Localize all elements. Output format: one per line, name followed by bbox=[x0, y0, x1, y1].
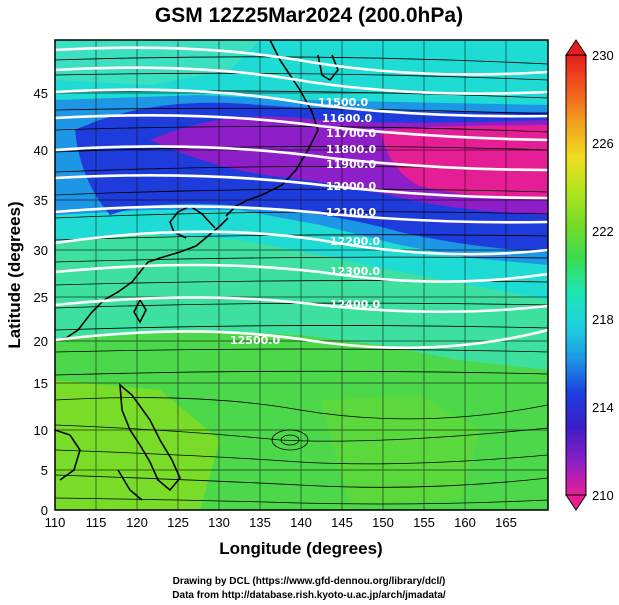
x-tick-label: 115 bbox=[86, 515, 107, 530]
x-tick-label: 110 bbox=[45, 515, 66, 530]
contour-label: 12100.0 bbox=[326, 206, 376, 219]
contour-label: 12000.0 bbox=[326, 180, 376, 193]
colorbar-tick-label: 210 bbox=[592, 488, 614, 503]
y-tick-label: 40 bbox=[34, 143, 48, 158]
colorbar-top-arrow bbox=[565, 39, 587, 56]
colorbar-tick-label: 214 bbox=[592, 400, 614, 415]
contour-line bbox=[55, 66, 548, 95]
colorbar-tick-label: 222 bbox=[592, 224, 614, 239]
contour-label: 12400.0 bbox=[330, 298, 380, 311]
x-tick-label: 125 bbox=[167, 515, 189, 530]
contour-label: 11900.0 bbox=[326, 158, 376, 171]
contour-line bbox=[55, 296, 548, 314]
temperature-field bbox=[55, 40, 548, 510]
plot-frame bbox=[54, 39, 549, 511]
chart-title: GSM 12Z25Mar2024 (200.0hPa) bbox=[155, 4, 463, 27]
colorbar-bar bbox=[565, 54, 587, 496]
colorbar-tick-label: 230 bbox=[592, 48, 614, 63]
x-axis: 110 115 120 125 130 135 140 145 150 155 … bbox=[45, 515, 517, 530]
contour-line bbox=[55, 328, 548, 350]
contour-line bbox=[55, 174, 548, 200]
grid-lines bbox=[55, 40, 548, 510]
contour-line bbox=[55, 114, 548, 142]
x-axis-label: Longitude (degrees) bbox=[219, 539, 382, 558]
height-contours bbox=[55, 46, 548, 350]
contour-label: 12300.0 bbox=[330, 265, 380, 278]
contour-line bbox=[55, 263, 548, 283]
x-tick-label: 120 bbox=[126, 515, 148, 530]
contour-label: 11800.0 bbox=[326, 143, 376, 156]
contour-label: 12200.0 bbox=[330, 235, 380, 248]
x-tick-label: 150 bbox=[372, 515, 394, 530]
credit-line-2: Data from http://database.rish.kyoto-u.a… bbox=[172, 590, 446, 601]
contour-label: 11500.0 bbox=[318, 96, 368, 109]
y-tick-label: 0 bbox=[41, 503, 48, 518]
contour-line bbox=[55, 88, 548, 118]
contour-labels: 11500.0 11600.0 11700.0 11800.0 11900.0 … bbox=[230, 96, 380, 347]
colorbar-tick-label: 226 bbox=[592, 136, 614, 151]
contour-label: 11600.0 bbox=[322, 112, 372, 125]
contour-label: 11700.0 bbox=[326, 127, 376, 140]
y-tick-label: 10 bbox=[34, 423, 48, 438]
x-tick-label: 160 bbox=[454, 515, 476, 530]
y-axis-label: Latitude (degrees) bbox=[5, 201, 24, 348]
x-tick-label: 130 bbox=[208, 515, 230, 530]
x-tick-label: 135 bbox=[249, 515, 271, 530]
contour-line bbox=[55, 145, 548, 172]
y-tick-label: 15 bbox=[34, 376, 48, 391]
x-tick-label: 165 bbox=[495, 515, 517, 530]
x-tick-label: 145 bbox=[331, 515, 353, 530]
x-tick-label: 140 bbox=[290, 515, 312, 530]
credit-line-1: Drawing by DCL (https://www.gfd-dennou.o… bbox=[173, 576, 446, 587]
contour-line bbox=[55, 205, 548, 224]
contour-line bbox=[55, 230, 548, 256]
x-tick-label: 155 bbox=[413, 515, 435, 530]
y-tick-label: 25 bbox=[34, 290, 48, 305]
y-tick-label: 30 bbox=[34, 243, 48, 258]
colorbar-bottom-arrow bbox=[565, 494, 587, 511]
y-tick-label: 5 bbox=[41, 463, 48, 478]
contour-label: 12500.0 bbox=[230, 334, 280, 347]
y-tick-label: 45 bbox=[34, 86, 48, 101]
contour-line bbox=[55, 46, 548, 76]
y-axis: 0 5 10 15 20 25 30 35 40 45 bbox=[34, 86, 48, 518]
y-tick-label: 35 bbox=[34, 193, 48, 208]
colorbar: 210 214 218 222 226 230 bbox=[565, 39, 614, 511]
y-tick-label: 20 bbox=[34, 334, 48, 349]
colorbar-tick-label: 218 bbox=[592, 312, 614, 327]
